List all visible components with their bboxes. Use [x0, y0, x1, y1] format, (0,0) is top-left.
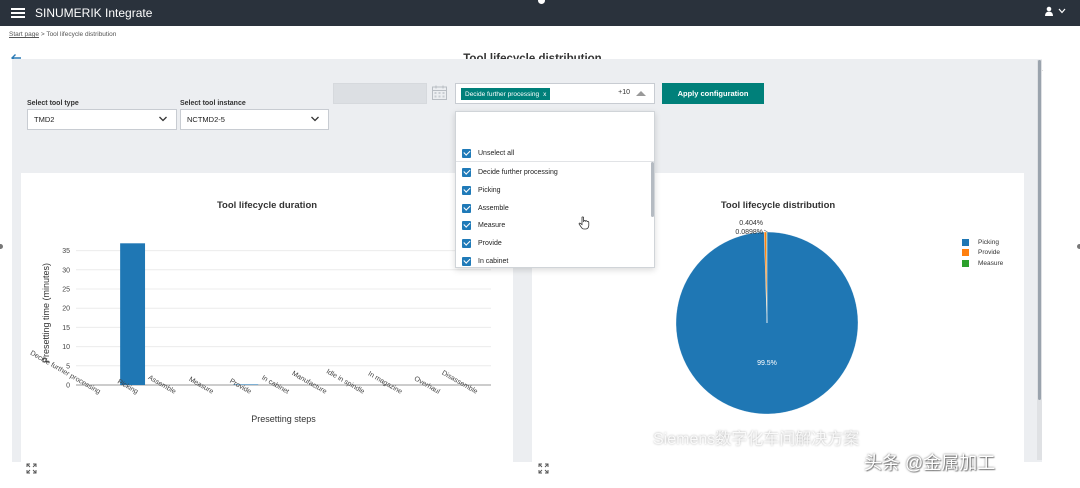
side-dot-right [1077, 244, 1080, 249]
legend-item-measure[interactable]: Measure [962, 258, 1003, 269]
expand-icon[interactable] [26, 463, 37, 474]
option-assemble[interactable]: Assemble [462, 201, 509, 215]
selected-step-chip: Decide further processing x [461, 88, 551, 100]
app-header: SINUMERIK Integrate [0, 0, 1080, 26]
option-label: Picking [478, 186, 501, 194]
checkbox-checked-icon[interactable] [462, 203, 471, 213]
checkbox-checked-icon[interactable] [462, 256, 471, 266]
x-axis-label: Presetting steps [251, 414, 316, 424]
y-tick-label: 15 [62, 325, 70, 332]
chevron-down-icon [311, 116, 319, 122]
y-tick-label: 35 [62, 248, 70, 255]
tool-instance-label: Select tool instance [180, 100, 246, 107]
pie-value-label: 0.0898% [735, 229, 763, 236]
option-label: Provide [478, 239, 502, 247]
breadcrumb: Start page > Tool lifecycle distribution [9, 31, 116, 38]
y-tick-label: 0 [66, 383, 70, 390]
option-measure[interactable]: Measure [462, 218, 505, 232]
more-selected-count: +10 [618, 89, 630, 96]
y-tick-label: 20 [62, 306, 70, 313]
option-decide-further-processing[interactable]: Decide further processing [462, 165, 558, 179]
bar-picking [120, 243, 146, 385]
checkbox-checked-icon[interactable] [462, 148, 471, 158]
x-tick-label: Measure [187, 376, 214, 396]
tool-instance-select[interactable]: NCTMD2-5 [180, 109, 329, 130]
hand-cursor-icon [578, 216, 590, 230]
option-label: Decide further processing [478, 168, 558, 176]
checkbox-checked-icon[interactable] [462, 238, 471, 248]
tool-type-label: Select tool type [27, 100, 79, 107]
breadcrumb-separator: > [40, 31, 45, 38]
app-title: SINUMERIK Integrate [35, 6, 153, 20]
date-input[interactable] [333, 83, 427, 104]
user-icon [1045, 6, 1053, 16]
chevron-down-icon [159, 116, 167, 122]
y-tick-label: 10 [62, 344, 70, 351]
x-tick-label: Overhaul [413, 375, 441, 395]
x-tick-label: Manufacture [291, 370, 328, 396]
x-tick-label: Disassemble [440, 370, 478, 396]
option-label: Measure [478, 221, 506, 229]
legend-label: Measure [978, 259, 1004, 267]
option-picking[interactable]: Picking [462, 183, 501, 197]
expand-icon[interactable] [538, 463, 549, 474]
breadcrumb-current: Tool lifecycle distribution [46, 31, 117, 38]
hamburger-icon[interactable] [11, 8, 25, 18]
x-tick-label: In magazine [367, 371, 404, 396]
dropdown-divider [456, 161, 654, 162]
tool-type-select[interactable]: TMD2 [27, 109, 177, 130]
tool-instance-value: NCTMD2-5 [187, 115, 225, 124]
distribution-pie-chart: 99.5% 0.404% 0.0898% [675, 220, 859, 415]
user-menu[interactable] [1044, 6, 1066, 16]
checkbox-checked-icon[interactable] [462, 185, 471, 195]
calendar-icon[interactable] [431, 84, 448, 101]
legend-label: Picking [978, 238, 999, 246]
window-handle-dot [538, 0, 545, 4]
duration-chart-card: Tool lifecycle duration [21, 173, 513, 479]
breadcrumb-home[interactable]: Start page [9, 31, 39, 38]
pie-legend: Picking Provide Measure [962, 237, 1003, 269]
steps-dropdown-menu: Unselect all Decide further processing P… [455, 111, 655, 268]
checkbox-checked-icon[interactable] [462, 167, 471, 177]
y-tick-label: 5 [66, 363, 70, 370]
watermark-text: 头条 @金属加工 [864, 453, 996, 473]
chevron-down-icon [1058, 8, 1066, 14]
page-scrollbar-thumb[interactable] [1038, 60, 1041, 400]
steps-multiselect[interactable]: Decide further processing x +10 [455, 83, 655, 104]
chip-remove-icon[interactable]: x [543, 90, 547, 98]
option-label: Assemble [478, 204, 509, 212]
legend-label: Provide [978, 249, 1001, 257]
x-tick-label: Idle in spindle [325, 368, 366, 396]
x-tick-label: Provide [228, 378, 252, 396]
watermark-text: Siemens数字化车间解决方案 [653, 431, 860, 448]
legend-swatch [962, 259, 969, 267]
caret-up-icon[interactable] [636, 91, 646, 96]
side-dot-left [0, 244, 3, 249]
y-tick-label: 30 [62, 267, 70, 274]
dropdown-scrollbar[interactable] [651, 162, 654, 217]
pie-value-label: 0.404% [739, 220, 763, 227]
y-axis-label: Presetting time (minutes) [41, 263, 51, 363]
legend-swatch [962, 238, 969, 246]
option-in-cabinet[interactable]: In cabinet [462, 254, 508, 268]
pie-value-label: 99.5% [757, 360, 777, 367]
legend-item-provide[interactable]: Provide [962, 248, 1003, 259]
unselect-all-option[interactable]: Unselect all [462, 146, 514, 160]
chip-label: Decide further processing [465, 90, 540, 98]
legend-swatch [962, 249, 969, 257]
apply-configuration-button[interactable]: Apply configuration [662, 83, 764, 104]
tool-type-value: TMD2 [34, 115, 55, 124]
option-label: Unselect all [478, 149, 515, 157]
y-tick-label: 25 [62, 287, 70, 294]
option-label: In cabinet [478, 257, 509, 265]
bar-provide [233, 384, 259, 385]
option-provide[interactable]: Provide [462, 236, 502, 250]
duration-chart-title: Tool lifecycle duration [216, 200, 318, 211]
legend-item-picking[interactable]: Picking [962, 237, 1003, 248]
pie-leader-line [763, 229, 768, 233]
distribution-chart-title: Tool lifecycle distribution [720, 200, 836, 211]
checkbox-checked-icon[interactable] [462, 220, 471, 230]
